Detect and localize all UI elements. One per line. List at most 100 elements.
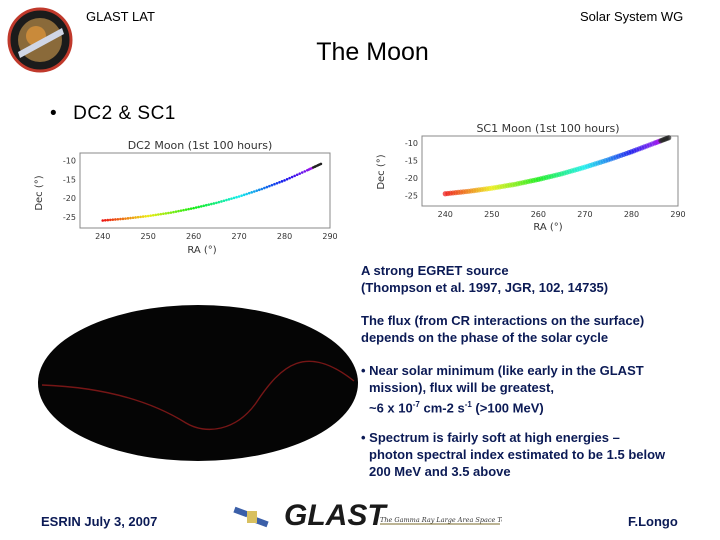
text-line: (Thompson et al. 1997, JGR, 102, 14735) — [361, 280, 609, 295]
y-tick-label: -15 — [405, 157, 418, 166]
moon-position-point — [222, 199, 226, 203]
moon-position-point — [184, 208, 188, 211]
x-axis-label: RA (°) — [533, 222, 562, 233]
text-line: The flux (from CR interactions on the su… — [361, 313, 645, 328]
moon-position-point — [151, 213, 155, 217]
moon-position-point — [210, 202, 213, 206]
moon-position-point — [212, 202, 216, 205]
moon-position-point — [111, 218, 115, 221]
moon-position-point — [109, 218, 112, 222]
header-right-label: Solar System WG — [580, 9, 684, 24]
moon-position-point — [227, 198, 231, 201]
x-tick-label: 240 — [95, 232, 110, 241]
flux-exponent: -7 — [412, 400, 420, 409]
moon-position-point — [204, 203, 208, 207]
main-bullet-text: DC2 & SC1 — [73, 103, 176, 124]
moon-position-point — [121, 217, 125, 221]
text-line: • Spectrum is fairly soft at high energi… — [361, 430, 620, 445]
x-tick-label: 290 — [322, 232, 337, 241]
moon-position-point — [260, 187, 264, 191]
paragraph-spectrum: • Spectrum is fairly soft at high energi… — [361, 429, 665, 480]
moon-position-point — [207, 203, 211, 206]
flux-value-line: ~6 x 10-7 cm-2 s-1 (>100 MeV) — [361, 396, 644, 416]
main-bullet: • DC2 & SC1 — [50, 103, 176, 125]
moon-position-point — [283, 179, 286, 182]
moon-position-point — [237, 195, 241, 198]
moon-position-point — [169, 211, 173, 214]
moon-position-point — [240, 194, 243, 197]
moon-position-point — [217, 200, 221, 204]
moon-position-point — [162, 212, 165, 216]
flux-unit: cm-2 s — [419, 400, 465, 416]
text-line: photon spectral index estimated to be 1.… — [369, 447, 666, 462]
moon-position-point — [126, 217, 130, 220]
moon-position-point — [232, 196, 236, 200]
chart-title: DC2 Moon (1st 100 hours) — [128, 139, 273, 152]
paragraph-flux: The flux (from CR interactions on the su… — [361, 312, 644, 346]
y-tick-label: -25 — [405, 192, 418, 201]
x-tick-label: 260 — [186, 232, 201, 241]
y-tick-label: -20 — [63, 194, 76, 203]
moon-position-point — [101, 219, 105, 222]
moon-position-point — [252, 190, 256, 193]
moon-position-point — [197, 205, 200, 209]
flux-energy: (>100 MeV) — [471, 400, 544, 416]
moon-position-point — [103, 218, 107, 222]
moon-position-point — [290, 175, 294, 179]
moon-position-point — [187, 207, 190, 211]
plot-frame — [421, 135, 679, 207]
glast-tagline: The Gamma Ray Large Area Space Telescope — [380, 516, 502, 524]
moon-position-point — [280, 180, 284, 183]
y-tick-label: -10 — [63, 157, 76, 166]
moon-position-point — [247, 191, 251, 195]
x-tick-label: 260 — [531, 210, 546, 219]
bullet-dot-icon: • — [50, 103, 58, 124]
moon-position-point — [114, 218, 117, 221]
x-tick-label: 270 — [231, 232, 246, 241]
moon-position-point — [273, 182, 276, 186]
dc2-moon-chart: DC2 Moon (1st 100 hours) -10 -15 -20 -25 24… — [34, 139, 338, 256]
moon-track-path — [41, 360, 355, 430]
flux-mantissa: ~6 x 10 — [369, 400, 413, 416]
moon-position-point — [235, 195, 238, 199]
moon-position-point — [154, 213, 158, 217]
text-line: • Near solar minimum (like early in the … — [361, 363, 644, 378]
moon-position-point — [146, 214, 150, 218]
moon-position-point — [131, 216, 135, 220]
moon-position-point — [298, 172, 301, 175]
moon-position-point — [156, 213, 160, 216]
moon-position-point — [285, 177, 289, 181]
moon-position-point — [194, 206, 198, 209]
moon-position-point — [255, 189, 259, 192]
x-tick-label: 290 — [670, 210, 685, 219]
slide-title: The Moon — [316, 38, 429, 66]
moon-position-point — [666, 135, 672, 141]
y-tick-label: -20 — [405, 174, 418, 183]
moon-position-point — [263, 186, 266, 190]
moon-position-point — [250, 191, 254, 194]
moon-position-point — [288, 176, 291, 180]
text-line: 200 MeV and 3.5 above — [369, 464, 511, 479]
y-axis-label: Dec (°) — [34, 175, 45, 210]
moon-position-point — [129, 216, 132, 220]
moon-position-point — [293, 174, 296, 178]
moon-position-point — [136, 215, 140, 219]
moon-position-point — [225, 198, 228, 202]
moon-position-point — [278, 180, 281, 184]
moon-position-point — [257, 188, 261, 192]
moon-position-point — [215, 201, 218, 205]
sc1-moon-chart: SC1 Moon (1st 100 hours) -10 -15 -20 -25 24… — [376, 122, 686, 233]
x-tick-label: 240 — [438, 210, 453, 219]
moon-position-point — [116, 217, 120, 221]
moon-position-point — [242, 193, 246, 197]
footer-date: ESRIN July 3, 2007 — [41, 514, 158, 529]
moon-position-point — [319, 162, 323, 166]
moon-position-point — [230, 197, 233, 200]
moon-position-point — [295, 173, 299, 177]
y-tick-label: -25 — [63, 213, 76, 222]
moon-position-point — [164, 212, 168, 215]
moon-position-point — [144, 214, 147, 218]
paragraph-solar-minimum: • Near solar minimum (like early in the … — [361, 362, 644, 416]
satellite-icon — [233, 506, 269, 528]
x-tick-label: 270 — [577, 210, 592, 219]
